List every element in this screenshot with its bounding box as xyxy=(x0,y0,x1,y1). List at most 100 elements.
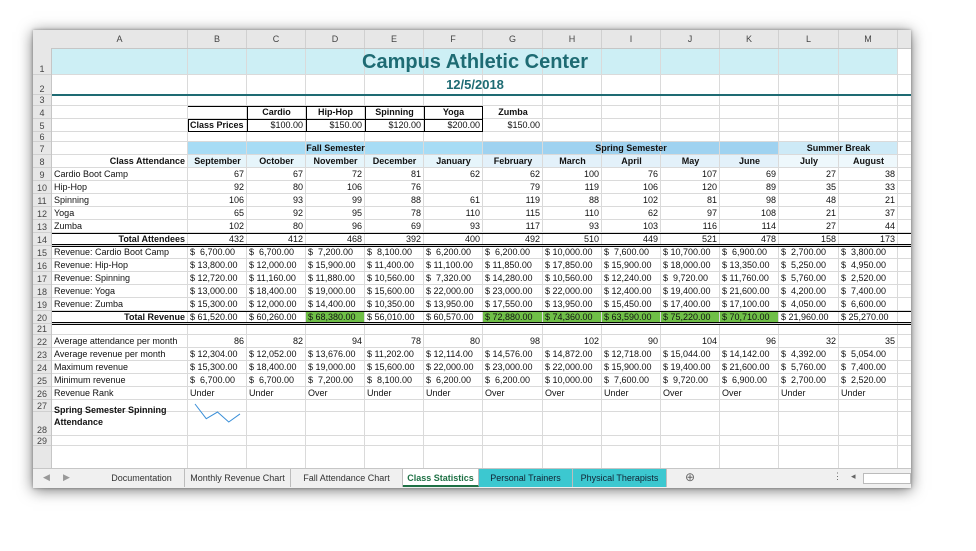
sheet-tab-personal-trainers[interactable]: Personal Trainers xyxy=(479,469,573,487)
attendance-value: 106 xyxy=(228,195,244,205)
row-header-29[interactable]: 29 xyxy=(33,436,51,446)
revenue-value: $ 12,000.00 xyxy=(249,299,297,309)
column-header-m[interactable]: M xyxy=(839,30,898,48)
column-header-d[interactable]: D xyxy=(306,30,365,48)
sheet-tab-class-statistics[interactable]: Class Statistics xyxy=(403,469,479,487)
row-header-13[interactable]: 13 xyxy=(33,220,51,233)
gridline xyxy=(52,386,911,387)
column-header-l[interactable]: L xyxy=(779,30,839,48)
row-header-12[interactable]: 12 xyxy=(33,207,51,220)
scroll-right-icon[interactable]: ▶ xyxy=(63,472,70,482)
gridline xyxy=(52,297,911,298)
highlight-revenue-cell xyxy=(720,311,779,324)
row-header-9[interactable]: 9 xyxy=(33,168,51,181)
row-header-27[interactable]: 27 xyxy=(33,400,51,412)
total-attendees-label: Total Attendees xyxy=(118,234,185,244)
stat-value: $ 12,304.00 xyxy=(190,349,238,359)
gridline xyxy=(897,49,898,468)
row-header-22[interactable]: 22 xyxy=(33,335,51,348)
column-header-c[interactable]: C xyxy=(247,30,306,48)
row-header-14[interactable]: 14 xyxy=(33,233,51,246)
stat-value: Over xyxy=(308,388,328,398)
row-header-10[interactable]: 10 xyxy=(33,181,51,194)
title-band xyxy=(52,49,898,75)
cell-border xyxy=(188,119,247,120)
revenue-value: $ 13,000.00 xyxy=(190,286,238,296)
row-header-15[interactable]: 15 xyxy=(33,246,51,259)
scroll-left-icon[interactable]: ◀ xyxy=(43,472,50,482)
column-header-j[interactable]: J xyxy=(661,30,720,48)
stat-value: $ 2,700.00 xyxy=(781,375,827,385)
column-header-f[interactable]: F xyxy=(424,30,483,48)
sheet-tab-documentation[interactable]: Documentation xyxy=(99,469,185,487)
row-header-21[interactable]: 21 xyxy=(33,324,51,335)
total-revenue-value: $ 72,880.00 xyxy=(485,312,533,322)
column-header-e[interactable]: E xyxy=(365,30,424,48)
column-header-i[interactable]: I xyxy=(602,30,661,48)
row-header-24[interactable]: 24 xyxy=(33,361,51,374)
row-header-25[interactable]: 25 xyxy=(33,374,51,387)
sheet-tab-monthly-revenue-chart[interactable]: Monthly Revenue Chart xyxy=(185,469,291,487)
column-header-b[interactable]: B xyxy=(188,30,247,48)
row-header-7[interactable]: 7 xyxy=(33,142,51,155)
revenue-value: $ 7,200.00 xyxy=(308,247,354,257)
row-header-28[interactable]: 28 xyxy=(33,412,51,436)
row-header-5[interactable]: 5 xyxy=(33,119,51,132)
row-header-2[interactable]: 2 xyxy=(33,75,51,95)
sheet-tab-fall-attendance-chart[interactable]: Fall Attendance Chart xyxy=(291,469,403,487)
column-header-g[interactable]: G xyxy=(483,30,543,48)
row-header-3[interactable]: 3 xyxy=(33,95,51,106)
more-options-icon[interactable]: ⋮ xyxy=(833,471,842,481)
highlight-revenue-cell xyxy=(543,311,602,324)
revenue-value: $ 6,600.00 xyxy=(841,299,887,309)
sheet-tab-bar: ◀ ▶ Documentation Monthly Revenue Chart Fa… xyxy=(33,468,911,488)
price-header: Yoga xyxy=(442,107,465,117)
revenue-value: $ 6,700.00 xyxy=(190,247,236,257)
row-header-17[interactable]: 17 xyxy=(33,272,51,285)
attendance-value: 80 xyxy=(292,221,303,231)
summer-break-label: Summer Break xyxy=(806,143,871,153)
row-header-18[interactable]: 18 xyxy=(33,285,51,298)
revenue-row-label: Revenue: Hip-Hop xyxy=(54,260,129,270)
stat-value: $ 14,142.00 xyxy=(722,349,770,359)
stat-value: $ 15,300.00 xyxy=(190,362,238,372)
attendance-value: 88 xyxy=(410,195,421,205)
column-header-a[interactable]: A xyxy=(52,30,188,48)
sheet-tab-physical-therapists[interactable]: Physical Therapists xyxy=(573,469,667,487)
highlight-revenue-cell xyxy=(661,311,720,324)
gridline xyxy=(52,445,911,446)
revenue-value: $ 6,200.00 xyxy=(485,247,531,257)
row-header-11[interactable]: 11 xyxy=(33,194,51,207)
row-header-19[interactable]: 19 xyxy=(33,298,51,311)
add-sheet-icon[interactable]: ⊕ xyxy=(685,470,696,484)
revenue-value: $ 10,700.00 xyxy=(663,247,711,257)
horizontal-scrollbar[interactable] xyxy=(863,473,911,484)
total-revenue-value: $ 25,270.00 xyxy=(841,312,889,322)
cell-border xyxy=(52,244,911,245)
revenue-value: $ 15,300.00 xyxy=(190,299,238,309)
stat-row-label: Minimum revenue xyxy=(54,375,126,385)
row-header-6[interactable]: 6 xyxy=(33,132,51,142)
stat-value: $ 5,054.00 xyxy=(841,349,887,359)
hscroll-left-icon[interactable]: ◂ xyxy=(851,471,856,481)
class-name: Zumba xyxy=(54,221,83,231)
fall-semester-band xyxy=(188,142,483,155)
revenue-value: $ 18,000.00 xyxy=(663,260,711,270)
attendance-value: 120 xyxy=(701,182,717,192)
column-header-h[interactable]: H xyxy=(543,30,602,48)
row-header-4[interactable]: 4 xyxy=(33,106,51,119)
cell-grid[interactable]: Campus Athletic Center 12/5/2018 Class Pri… xyxy=(52,49,911,468)
revenue-value: $ 7,600.00 xyxy=(604,247,650,257)
row-header-26[interactable]: 26 xyxy=(33,387,51,400)
row-header-8[interactable]: 8 xyxy=(33,155,51,168)
revenue-value: $ 14,280.00 xyxy=(485,273,533,283)
row-header-23[interactable]: 23 xyxy=(33,348,51,361)
row-header-16[interactable]: 16 xyxy=(33,259,51,272)
revenue-value: $ 6,700.00 xyxy=(249,247,295,257)
stat-value: $ 12,114.00 xyxy=(426,349,473,359)
row-header-1[interactable]: 1 xyxy=(33,49,51,75)
revenue-value: $ 4,050.00 xyxy=(781,299,827,309)
column-header-k[interactable]: K xyxy=(720,30,779,48)
row-header-20[interactable]: 20 xyxy=(33,311,51,324)
total-revenue-value: $ 56,010.00 xyxy=(367,312,415,322)
